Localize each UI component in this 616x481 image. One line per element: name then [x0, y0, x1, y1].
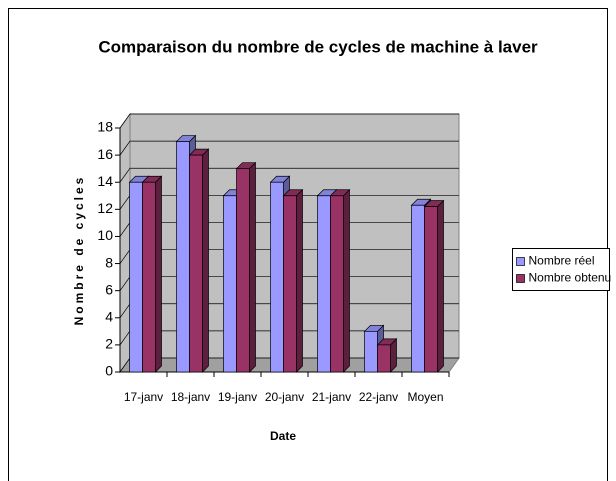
y-tick-label: 4 — [105, 308, 113, 324]
y-axis-label: Nombre de cycles — [72, 175, 86, 326]
bar-side — [296, 188, 303, 373]
grid-line — [119, 167, 459, 183]
x-tick-label: 17-janv — [124, 390, 163, 404]
y-tick-label: 10 — [97, 227, 113, 243]
bar — [142, 181, 156, 373]
y-tick-label: 16 — [97, 146, 113, 162]
bar — [283, 195, 297, 373]
y-tick-label: 18 — [97, 119, 113, 135]
x-tick-label: 19-janv — [218, 390, 257, 404]
legend-box — [512, 248, 610, 291]
legend-swatch — [516, 257, 525, 266]
bar — [189, 154, 203, 373]
bar — [270, 181, 284, 373]
grid-line — [119, 140, 459, 156]
bar-side — [437, 199, 444, 373]
bar — [176, 141, 190, 373]
bar — [129, 181, 143, 373]
x-tick-label: 20-janv — [265, 390, 304, 404]
bar — [236, 168, 250, 373]
bar — [411, 204, 425, 373]
x-axis-label: Date — [270, 429, 296, 443]
y-tick-label: 2 — [105, 336, 113, 352]
chart-title: Comparaison du nombre de cycles de machi… — [98, 37, 538, 56]
y-tick-label: 14 — [97, 173, 113, 189]
y-tick-label: 12 — [97, 200, 113, 216]
grid-line — [119, 113, 459, 129]
y-tick-label: 0 — [105, 363, 113, 379]
bar-side — [343, 188, 350, 373]
bar — [317, 195, 331, 373]
legend-label: Nombre réel — [529, 254, 595, 268]
bar-side — [202, 148, 209, 373]
x-tick-label: 21-janv — [312, 390, 351, 404]
bar-side — [155, 175, 162, 373]
x-tick-label: 18-janv — [171, 390, 210, 404]
bar — [377, 344, 391, 373]
bar — [223, 195, 237, 373]
y-tick-label: 8 — [105, 254, 113, 270]
bar — [364, 330, 378, 373]
legend-label: Nombre obtenu — [529, 271, 612, 285]
x-tick-label: 22-janv — [359, 390, 398, 404]
y-tick-label: 6 — [105, 281, 113, 297]
bar — [330, 195, 344, 373]
legend-swatch — [516, 274, 525, 283]
x-tick-label: Moyen — [407, 390, 443, 404]
bar — [424, 206, 438, 373]
bar-side — [249, 161, 256, 373]
